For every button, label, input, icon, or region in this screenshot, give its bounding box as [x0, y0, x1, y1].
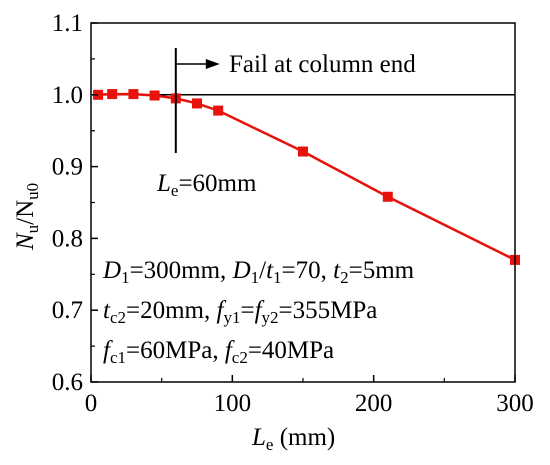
- data-point: [149, 90, 160, 101]
- x-tick-label: 100: [214, 390, 252, 417]
- y-tick-label: 1.0: [52, 82, 83, 109]
- data-point: [192, 98, 202, 109]
- x-tick-label: 300: [496, 390, 534, 417]
- fail-annotation: Fail at column end: [229, 51, 416, 78]
- data-point: [382, 191, 393, 202]
- y-tick-label: 0.8: [52, 225, 83, 252]
- series-line: [98, 92, 516, 262]
- parameter-line: tc2=20mm, fy1=fy2=355MPa: [103, 297, 377, 327]
- data-point: [213, 105, 224, 116]
- data-point: [107, 89, 118, 100]
- parameter-line: D1=300mm, D1/t1=70, t2=5mm: [102, 257, 415, 287]
- y-axis-label: Nu/Nu0: [12, 183, 42, 251]
- x-tick-label: 200: [355, 390, 393, 417]
- parameter-line: fc1=60MPa, fc2=40MPa: [103, 337, 334, 367]
- x-axis-label: Le (mm): [251, 424, 335, 454]
- y-tick-label: 1.1: [52, 10, 83, 37]
- data-point: [93, 89, 104, 100]
- fail-arrow-head: [205, 59, 220, 69]
- text-layer: 0 100 200 300 0.6 0.7 0.8 0.9 1.0 1.1 Le (mm) Nu/Nu…: [12, 10, 534, 454]
- axes-layer: [90, 22, 516, 383]
- y-tick-label: 0.7: [52, 297, 83, 324]
- data-point: [128, 89, 139, 100]
- le-annotation: Le=60mm: [156, 170, 257, 200]
- x-tick-label: 0: [85, 390, 98, 417]
- y-tick-label: 0.6: [52, 369, 83, 396]
- y-tick-label: 0.9: [52, 154, 83, 181]
- data-point: [298, 146, 308, 157]
